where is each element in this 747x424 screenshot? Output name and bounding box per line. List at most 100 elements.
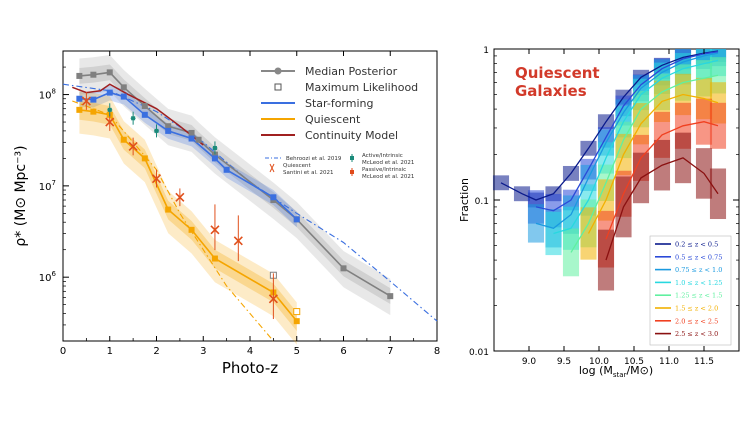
stellar-mass-density-panel: 0 1 2 3 4 5 6 7 8 106 107 108 Photo-z ρ* (M⊙ Mpc⁻³)…	[13, 50, 440, 377]
quiescent-point	[165, 206, 172, 213]
legend-mcleod-active-label-2: McLeod et al. 2021	[362, 160, 414, 166]
median-posterior-point	[340, 265, 347, 272]
legend-median-posterior-label: Median Posterior	[305, 65, 398, 78]
legend-label-1-25-z-1-5: 1.25 ≤ z < 1.5	[675, 292, 722, 300]
left-x-tick-label: 4	[247, 346, 253, 357]
santini-point	[151, 174, 162, 184]
mcleod-active-point	[154, 128, 159, 133]
left-y-tick-label: 106	[39, 270, 57, 284]
star-forming-point	[223, 166, 230, 173]
left-main-legend: Median Posterior Maximum Likelihood Star…	[261, 65, 418, 142]
legend-label-1-0-z-1-25: 1.0 ≤ z < 1.25	[675, 279, 722, 287]
right-y-axis-label: Fraction	[458, 178, 471, 222]
star-forming-point	[120, 93, 127, 100]
santini-point	[268, 294, 278, 304]
quiescent-band-inner	[79, 101, 297, 331]
median-posterior-point	[106, 69, 113, 76]
legend-mcleod-passive-label-1: Passive/Intrinsic	[362, 167, 406, 173]
quiescent-point	[76, 106, 83, 113]
left-x-tick-label: 7	[387, 346, 393, 357]
left-x-tick-label: 3	[200, 346, 206, 357]
fraction-line-1-5-z-2-0	[587, 93, 719, 234]
max-likelihood-point	[293, 308, 301, 316]
mcleod-active-point	[212, 145, 217, 150]
legend-label-2-0-z-2-5: 2.0 ≤ z < 2.5	[675, 317, 718, 325]
quiescent-point	[293, 318, 300, 325]
left-x-tick-label: 0	[60, 346, 66, 357]
legend-label-0-2-z-0-5: 0.2 ≤ z < 0.5	[675, 241, 718, 249]
legend-mcleod-passive-marker	[350, 168, 354, 176]
legend-quiescent-label: Quiescent	[305, 113, 361, 126]
fraction-line-1-25-z-1-5	[570, 74, 719, 253]
right-x-tick-label: 9.0	[522, 357, 537, 367]
fraction-line-0-75-z-1-0	[535, 52, 719, 230]
santini-point	[233, 236, 243, 246]
legend-mcleod-active-marker	[350, 154, 354, 162]
star-forming-point	[270, 194, 277, 201]
star-forming-point	[141, 111, 148, 118]
right-panel-title-line1: Quiescent	[515, 64, 600, 82]
median-posterior-point	[387, 293, 394, 300]
left-x-tick-label: 6	[340, 346, 346, 357]
quiescent-point	[211, 255, 218, 262]
right-panel-title-line2: Galaxies	[515, 82, 587, 100]
legend-behroozi-label: Behroozi et al. 2019	[286, 156, 342, 162]
left-x-tick-label: 8	[434, 346, 440, 357]
right-y-tick-label: 0.01	[469, 348, 489, 358]
mcleod-active-point	[107, 107, 112, 112]
fraction-box-0-75-z-1-0	[527, 204, 545, 243]
left-x-tick-label: 1	[107, 346, 113, 357]
quiescent-point	[141, 155, 148, 162]
right-legend-frame	[649, 235, 732, 346]
legend-mcleod-active-label-1: Active/Intrinsic	[362, 153, 403, 159]
legend-mcleod-passive-label-2: McLeod et al. 2021	[362, 174, 414, 180]
fraction-line-0-5-z-0-75	[535, 51, 719, 212]
fraction-line-2-5-z-3-0	[605, 157, 719, 261]
legend-santini-marker	[269, 163, 275, 173]
left-small-legend: Behroozi et al. 2019 Quiescent Santini e…	[265, 153, 414, 180]
fraction-box-2-0-z-2-5	[709, 102, 727, 149]
right-axes: 9.0 9.5 10.0 10.5 11.0 11.5 0.01 0.1 1	[469, 46, 739, 367]
star-forming-point	[188, 135, 195, 142]
fraction-line-2-0-z-2-5	[605, 121, 719, 240]
median-posterior-point	[90, 71, 97, 78]
star-forming-point	[293, 216, 300, 223]
fraction-line-0-2-z-0-5	[500, 50, 719, 201]
star-forming-point	[76, 95, 83, 102]
legend-label-1-5-z-2-0: 1.5 ≤ z < 2.0	[675, 305, 718, 313]
santini-point	[105, 117, 115, 127]
santini-point	[128, 141, 138, 152]
left-x-tick-label: 5	[294, 346, 300, 357]
legend-median-posterior-marker	[274, 67, 282, 75]
quiescent-point	[120, 136, 127, 143]
right-x-tick-label: 10.5	[624, 357, 644, 367]
legend-label-0-5-z-0-75: 0.5 ≤ z < 0.75	[675, 253, 722, 261]
right-x-axis-label: log (Mstar/M⊙)	[579, 364, 653, 379]
median-posterior-point	[188, 129, 195, 136]
legend-star-forming-label: Star-forming	[305, 97, 373, 110]
median-posterior-point	[76, 72, 83, 79]
left-x-tick-label: 2	[153, 346, 159, 357]
right-series-lines	[500, 50, 719, 261]
median-posterior-point	[195, 136, 202, 143]
right-y-tick-label: 0.1	[475, 197, 489, 207]
quiescent-point	[188, 226, 195, 233]
median-posterior-point	[141, 102, 148, 109]
right-redshift-legend: 0.2 ≤ z < 0.5 0.5 ≤ z < 0.75 0.75 ≤ z < 1.…	[649, 235, 732, 346]
median-posterior-point	[165, 123, 172, 130]
fraction-line-1-0-z-1-25	[553, 59, 719, 235]
left-x-axis-label: Photo-z	[222, 359, 278, 377]
quiescent-point	[90, 108, 97, 115]
median-posterior-point	[211, 151, 218, 158]
santini-point	[175, 192, 185, 202]
star-forming-point	[106, 89, 113, 96]
starforming-band	[79, 85, 297, 228]
median-posterior-point	[120, 84, 127, 91]
quiescent-band-outer	[79, 91, 297, 345]
right-x-tick-label: 10.0	[589, 357, 609, 367]
left-uncertainty-bands	[79, 55, 391, 345]
left-series-markers	[76, 69, 394, 325]
right-y-tick-label: 1	[483, 46, 489, 56]
left-y-tick-label: 107	[39, 179, 56, 193]
